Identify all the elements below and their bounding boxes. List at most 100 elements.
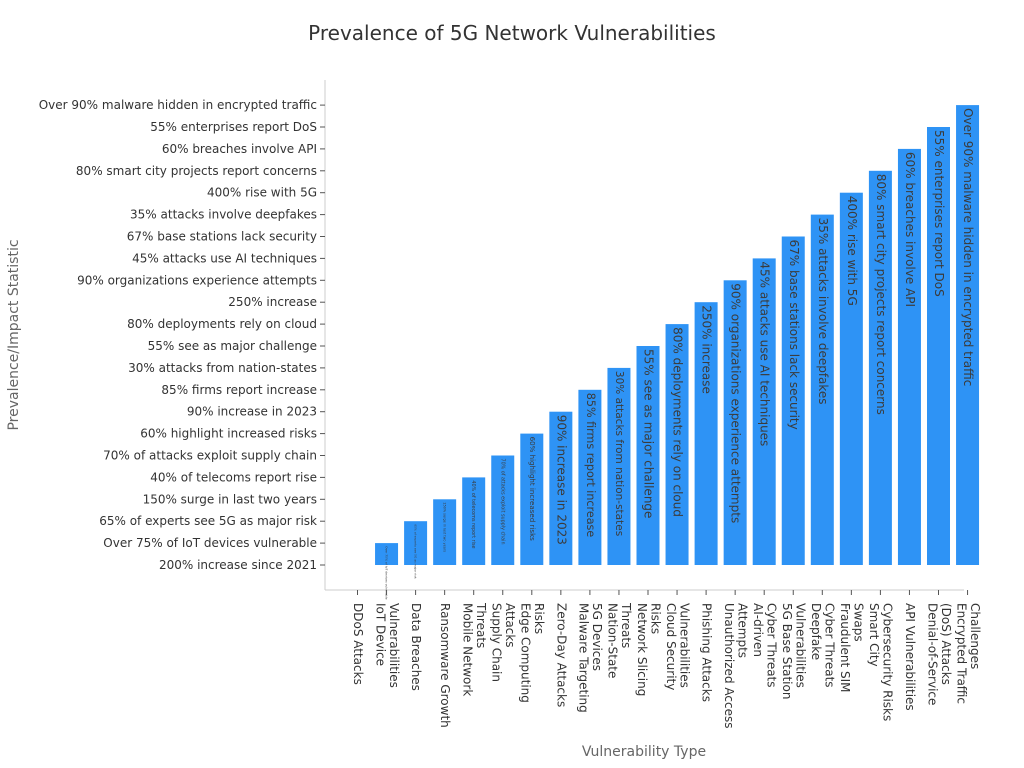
x-tick-label: Vulnerabilities bbox=[387, 603, 401, 688]
x-tick-label: Network Slicing bbox=[635, 603, 649, 696]
bar-data-label: 85% firms report increase bbox=[584, 393, 597, 538]
y-tick-label: 40% of telecoms report rise bbox=[150, 470, 317, 484]
y-tick-labels: 200% increase since 2021 Over 75% of IoT … bbox=[39, 98, 325, 572]
y-tick-label: 250% increase bbox=[228, 295, 317, 309]
y-tick-label: 30% attacks from nation-states bbox=[128, 361, 317, 375]
y-tick-label: Over 75% of IoT devices vulnerable bbox=[103, 536, 317, 550]
x-tick-label: Zero-Day Attacks bbox=[554, 603, 568, 707]
x-tick-label: Fraudulent SIM bbox=[838, 603, 852, 693]
bar-data-label: 400% rise with 5G bbox=[845, 196, 859, 306]
bar bbox=[752, 258, 776, 565]
y-tick-label: 45% attacks use AI techniques bbox=[132, 251, 317, 265]
bar-data-label: Over 90% malware hidden in encrypted tra… bbox=[961, 108, 975, 386]
x-tick-label: Cyber Threats bbox=[764, 603, 778, 688]
y-tick-label: 35% attacks involve deepfakes bbox=[130, 208, 317, 222]
x-tick-label: Smart City bbox=[867, 603, 881, 667]
y-tick-label: 80% smart city projects report concerns bbox=[76, 164, 317, 178]
bar-data-label: 60% breaches involve API bbox=[903, 152, 917, 307]
y-tick-label: 90% increase in 2023 bbox=[187, 405, 317, 419]
bar-data-label: 40% of telecoms report rise bbox=[470, 480, 476, 548]
x-tick-label: Supply Chain bbox=[490, 603, 504, 682]
bar bbox=[781, 236, 805, 565]
x-tick-label: Cybersecurity Risks bbox=[881, 603, 895, 721]
bar bbox=[404, 521, 428, 565]
bar-data-label: 65% of experts see 5G as major risk bbox=[414, 524, 418, 579]
x-tick-label: Risks bbox=[648, 603, 662, 634]
x-axis-title: Vulnerability Type bbox=[582, 744, 706, 760]
x-tick-label: Attempts bbox=[735, 603, 749, 658]
bar bbox=[607, 367, 631, 565]
x-tick-label: Swaps bbox=[852, 603, 866, 642]
bar bbox=[578, 389, 602, 565]
bar-data-label: 55% enterprises report DoS bbox=[932, 130, 946, 297]
bar-data-label: 80% deployments rely on cloud bbox=[671, 327, 685, 517]
x-tick-label: DDoS Attacks bbox=[351, 603, 365, 685]
x-tick-label: Nation-State bbox=[606, 603, 620, 678]
bar-data-label: 90% increase in 2023 bbox=[554, 415, 568, 545]
bar-data-label: 45% attacks use AI techniques bbox=[758, 261, 772, 446]
bar bbox=[665, 324, 689, 565]
bar bbox=[839, 192, 863, 565]
bar-data-label: 35% attacks involve deepfakes bbox=[816, 218, 830, 405]
bar bbox=[956, 105, 980, 565]
y-tick-label: 55% enterprises report DoS bbox=[150, 120, 317, 134]
x-tick-label: Cloud Security bbox=[664, 603, 678, 690]
x-tick-label: IoT Device bbox=[373, 603, 387, 666]
x-tick-label: 5G Base Station bbox=[780, 603, 794, 699]
x-tick-label: Risks bbox=[532, 603, 546, 634]
y-tick-label: 80% deployments rely on cloud bbox=[127, 317, 317, 331]
bar bbox=[897, 148, 921, 565]
bars: Over 75% of IoT devices vulnerable 65% of… bbox=[375, 105, 980, 600]
chart-title: Prevalence of 5G Network Vulnerabilities bbox=[308, 21, 716, 45]
y-tick-label: 85% firms report increase bbox=[161, 383, 317, 397]
x-tick-label: Edge Computing bbox=[519, 603, 533, 703]
y-tick-label: 200% increase since 2021 bbox=[159, 558, 317, 572]
x-tick-label: Attacks bbox=[503, 603, 517, 648]
y-tick-label: Over 90% malware hidden in encrypted tra… bbox=[39, 98, 317, 112]
y-tick-label: 67% base stations lack security bbox=[127, 230, 317, 244]
y-tick-label: 65% of experts see 5G as major risk bbox=[99, 514, 317, 528]
bar bbox=[549, 411, 573, 565]
y-axis-title: Prevalence/Impact Statistic bbox=[6, 239, 22, 430]
bar bbox=[723, 280, 747, 565]
y-tick-label: 55% see as major challenge bbox=[148, 339, 317, 353]
y-tick-label: 150% surge in last two years bbox=[143, 492, 317, 506]
bar bbox=[810, 214, 834, 565]
bar-data-label: 30% attacks from nation-states bbox=[613, 371, 625, 536]
y-tick-label: 90% organizations experience attempts bbox=[77, 273, 317, 287]
bar-data-label: 90% organizations experience attempts bbox=[729, 283, 743, 523]
x-tick-label: API Vulnerabilities bbox=[903, 603, 917, 711]
x-tick-label: Threats bbox=[474, 602, 488, 648]
bar bbox=[927, 127, 950, 565]
x-tick-label: Threats bbox=[619, 602, 633, 648]
bar-data-label: 150% surge in last two years bbox=[443, 502, 447, 552]
x-tick-label: Deepfake bbox=[809, 603, 823, 660]
bar bbox=[462, 477, 486, 565]
x-tick-label: Unauthorized Access bbox=[722, 603, 736, 728]
x-tick-label: AI-driven bbox=[751, 603, 765, 657]
bar bbox=[433, 499, 457, 565]
y-tick-label: 70% of attacks exploit supply chain bbox=[103, 449, 317, 463]
x-tick-label: Vulnerabilities bbox=[677, 603, 691, 688]
bar-data-label: 70% of attacks exploit supply chain bbox=[499, 459, 505, 545]
x-tick-label: Challenges bbox=[968, 603, 982, 669]
bar-data-label: 250% increase bbox=[700, 305, 714, 394]
bar-data-label: 60% highlight increased risks bbox=[528, 437, 537, 542]
x-tick-label: 5G Devices bbox=[590, 603, 604, 671]
x-tick-labels: DDoS Attacks IoT Device Vulnerabilities Dat… bbox=[351, 590, 982, 728]
bar bbox=[491, 455, 515, 565]
x-tick-label: Data Breaches bbox=[409, 603, 423, 691]
x-tick-label: Malware Targeting bbox=[577, 603, 591, 713]
x-tick-label: Ransomware Growth bbox=[438, 603, 452, 728]
bar bbox=[868, 170, 892, 566]
x-tick-label: Phishing Attacks bbox=[700, 603, 714, 702]
x-tick-label: Encrypted Traffic bbox=[954, 603, 968, 704]
x-tick-label: Vulnerabilities bbox=[794, 603, 808, 688]
y-tick-label: 60% highlight increased risks bbox=[140, 427, 317, 441]
x-tick-label: (DoS) Attacks bbox=[939, 603, 953, 685]
bar bbox=[636, 346, 660, 565]
bar-data-label: 55% see as major challenge bbox=[642, 349, 656, 518]
y-tick-label: 400% rise with 5G bbox=[207, 186, 317, 200]
x-tick-label: Denial-of-Service bbox=[925, 603, 939, 705]
